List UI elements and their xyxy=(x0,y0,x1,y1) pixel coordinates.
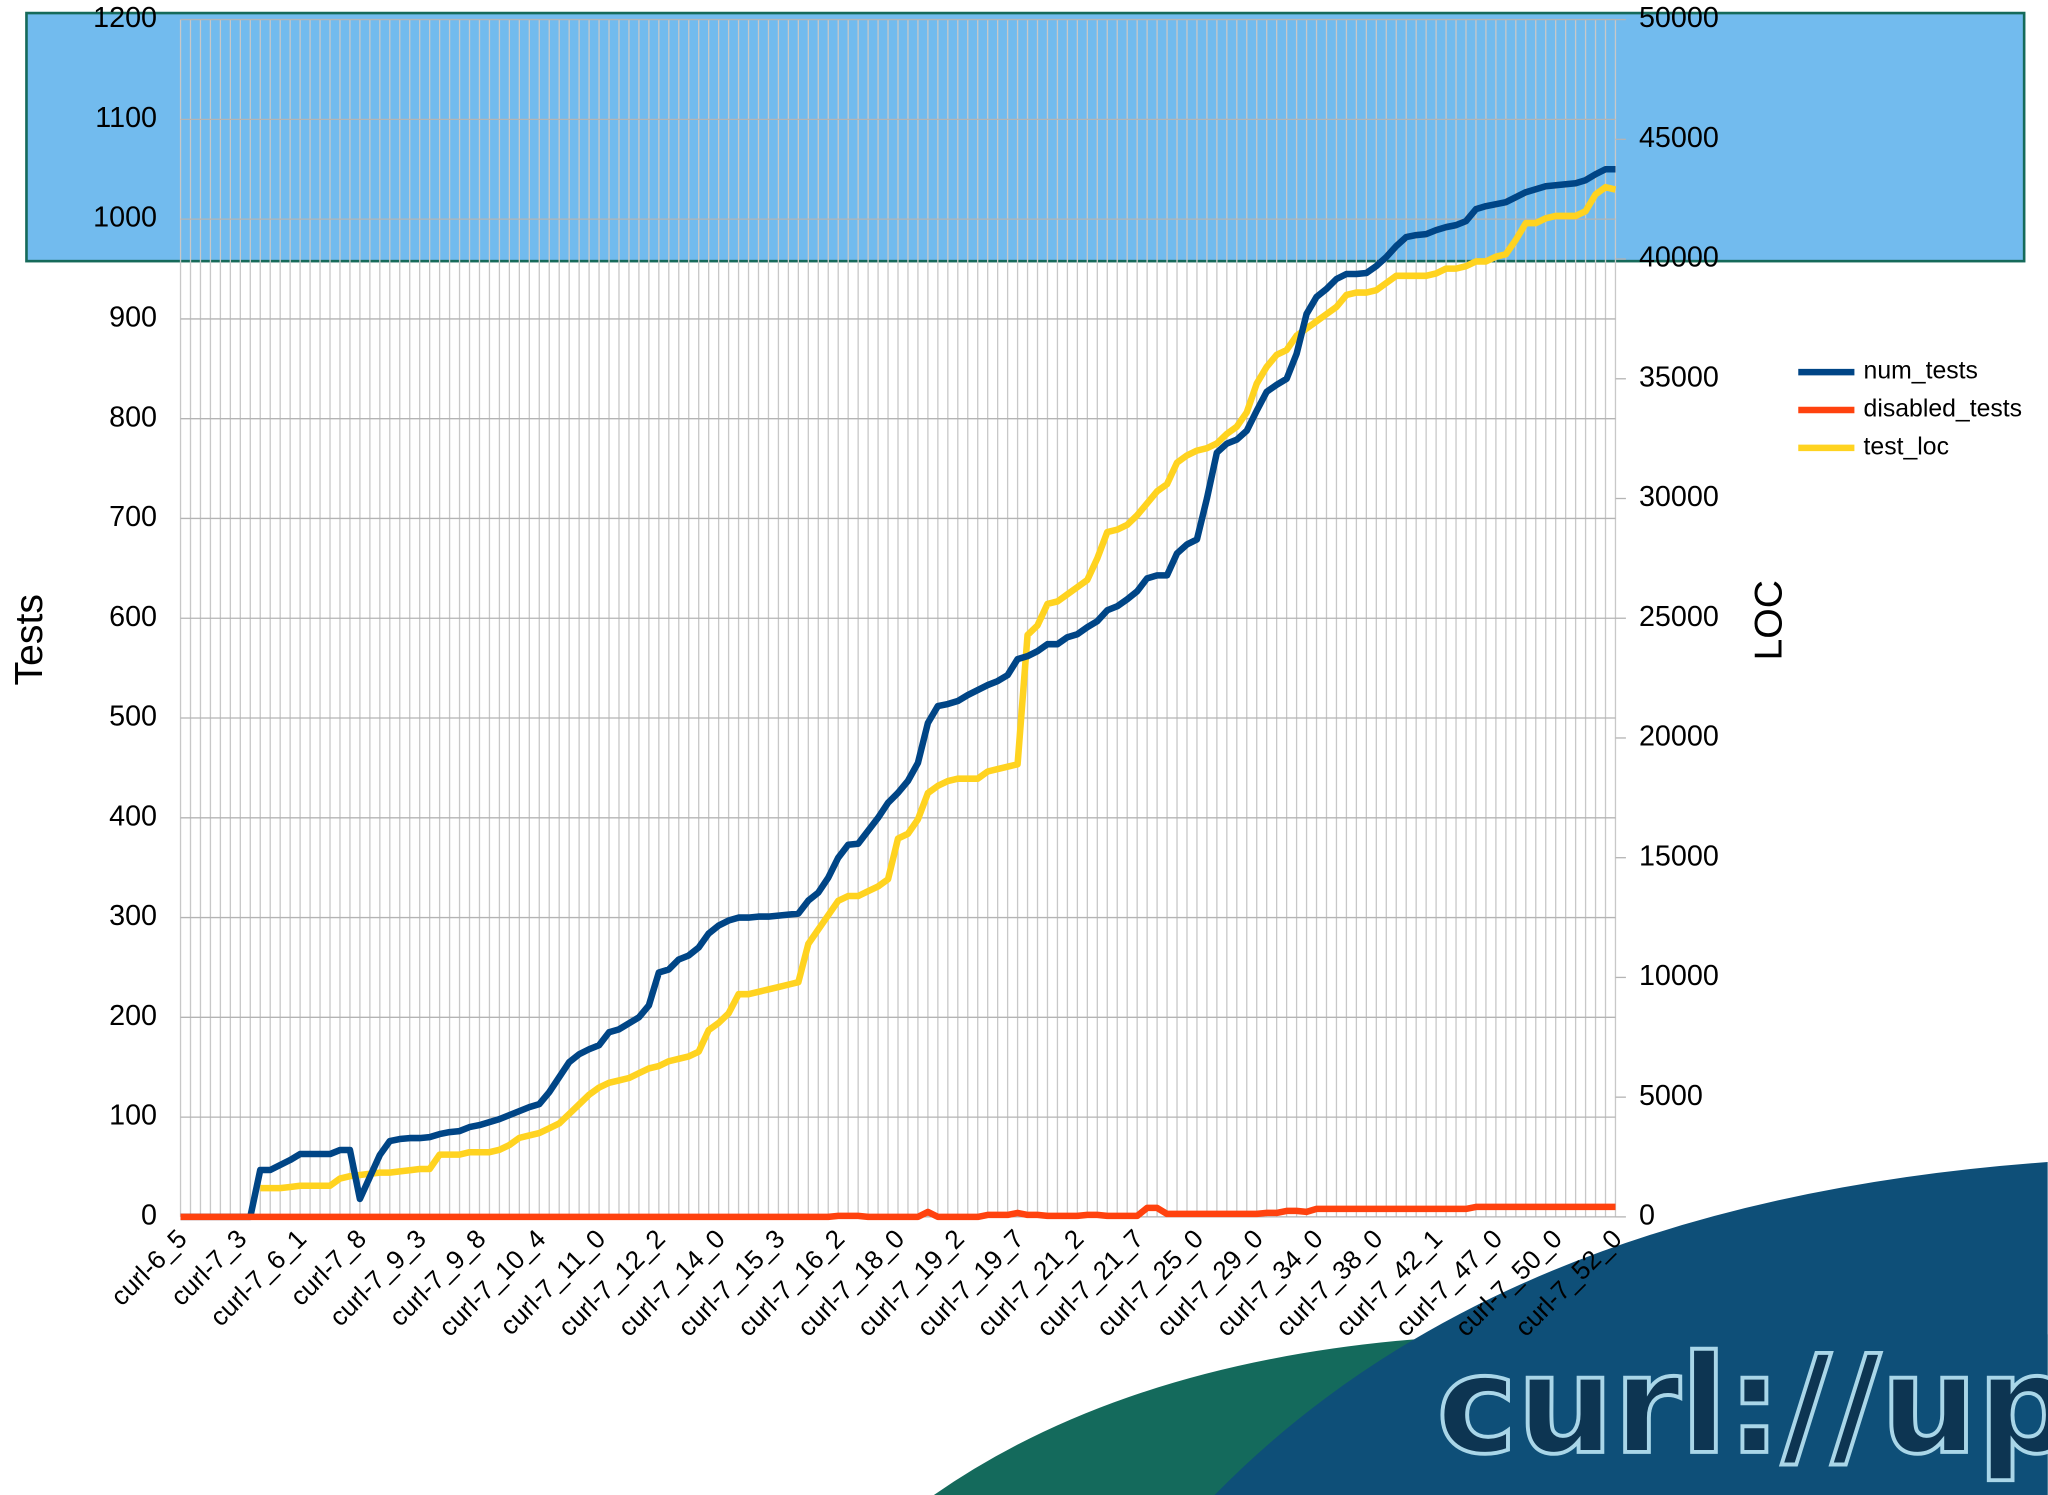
y-axis-title: Tests xyxy=(8,594,51,685)
legend-label: disabled_tests xyxy=(1864,396,2023,423)
y-tick-label: 700 xyxy=(109,501,157,533)
y2-tick-label: 15000 xyxy=(1639,840,1719,872)
y2-tick-label: 40000 xyxy=(1639,242,1719,274)
y-tick-label: 800 xyxy=(109,401,157,433)
y2-tick-label: 35000 xyxy=(1639,361,1719,393)
page: {"chart_data": {"type": "line", "categor… xyxy=(0,0,2048,1495)
y2-tick-label: 20000 xyxy=(1639,721,1719,753)
y2-tick-label: 0 xyxy=(1639,1199,1655,1231)
y-tick-label: 1100 xyxy=(95,102,157,134)
slide: curl://up 0 100 200 300 400 500 600 700 800 900 10… xyxy=(0,0,2048,1495)
y2-tick-label: 25000 xyxy=(1639,601,1719,633)
y-tick-label: 100 xyxy=(109,1100,157,1132)
y-tick-label: 600 xyxy=(109,601,157,633)
y2-tick-label: 5000 xyxy=(1639,1080,1703,1112)
y2-tick-label: 30000 xyxy=(1639,481,1719,513)
legend-label: num_tests xyxy=(1864,358,1978,385)
y2-tick-label: 50000 xyxy=(1639,2,1719,34)
y-tick-label: 1000 xyxy=(93,202,157,234)
y-tick-label: 0 xyxy=(141,1199,157,1231)
y2-tick-label: 45000 xyxy=(1639,122,1719,154)
logo: curl://up xyxy=(1437,1327,2048,1485)
header-band xyxy=(26,13,2024,261)
y-tick-label: 500 xyxy=(109,701,157,733)
legend-label: test_loc xyxy=(1864,433,1949,460)
y-tick-label: 1200 xyxy=(93,2,157,34)
y-tick-label: 900 xyxy=(109,302,157,334)
y-tick-label: 400 xyxy=(109,800,157,832)
y-tick-label: 300 xyxy=(109,900,157,932)
y2-axis-title: LOC xyxy=(1747,580,1790,661)
y-tick-label: 200 xyxy=(109,1000,157,1032)
y2-tick-label: 10000 xyxy=(1639,960,1719,992)
